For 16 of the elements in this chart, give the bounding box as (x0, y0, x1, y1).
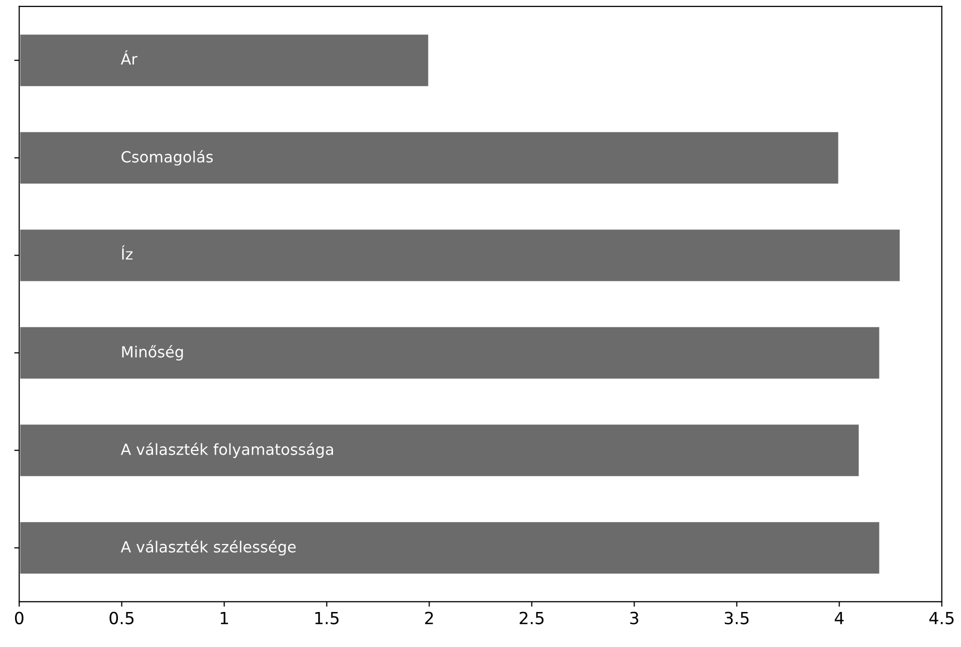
x-tick-label: 2.5 (520, 612, 544, 624)
y-tick-label: Minőség (122, 345, 183, 361)
x-tick-label: 0 (15, 612, 24, 624)
y-tick-label: Csomagolás (122, 150, 213, 166)
x-tick-label: 3 (630, 612, 638, 624)
x-tick-label: 4.5 (929, 612, 954, 624)
x-tick-label: 1 (220, 612, 228, 624)
x-tick-label: 1.5 (315, 612, 339, 624)
x-tick-label: 4 (834, 612, 844, 624)
y-tick-label: A választék folyamatossága (120, 442, 333, 458)
x-tick-label: 2 (425, 612, 433, 624)
y-tick-label: Ár (120, 50, 138, 65)
x-tick-label: 3.5 (724, 612, 749, 624)
x-tick-label: 0.5 (110, 612, 134, 624)
y-tick-label: Íz (122, 245, 133, 260)
y-tick-label: A választék szélessége (120, 540, 296, 556)
